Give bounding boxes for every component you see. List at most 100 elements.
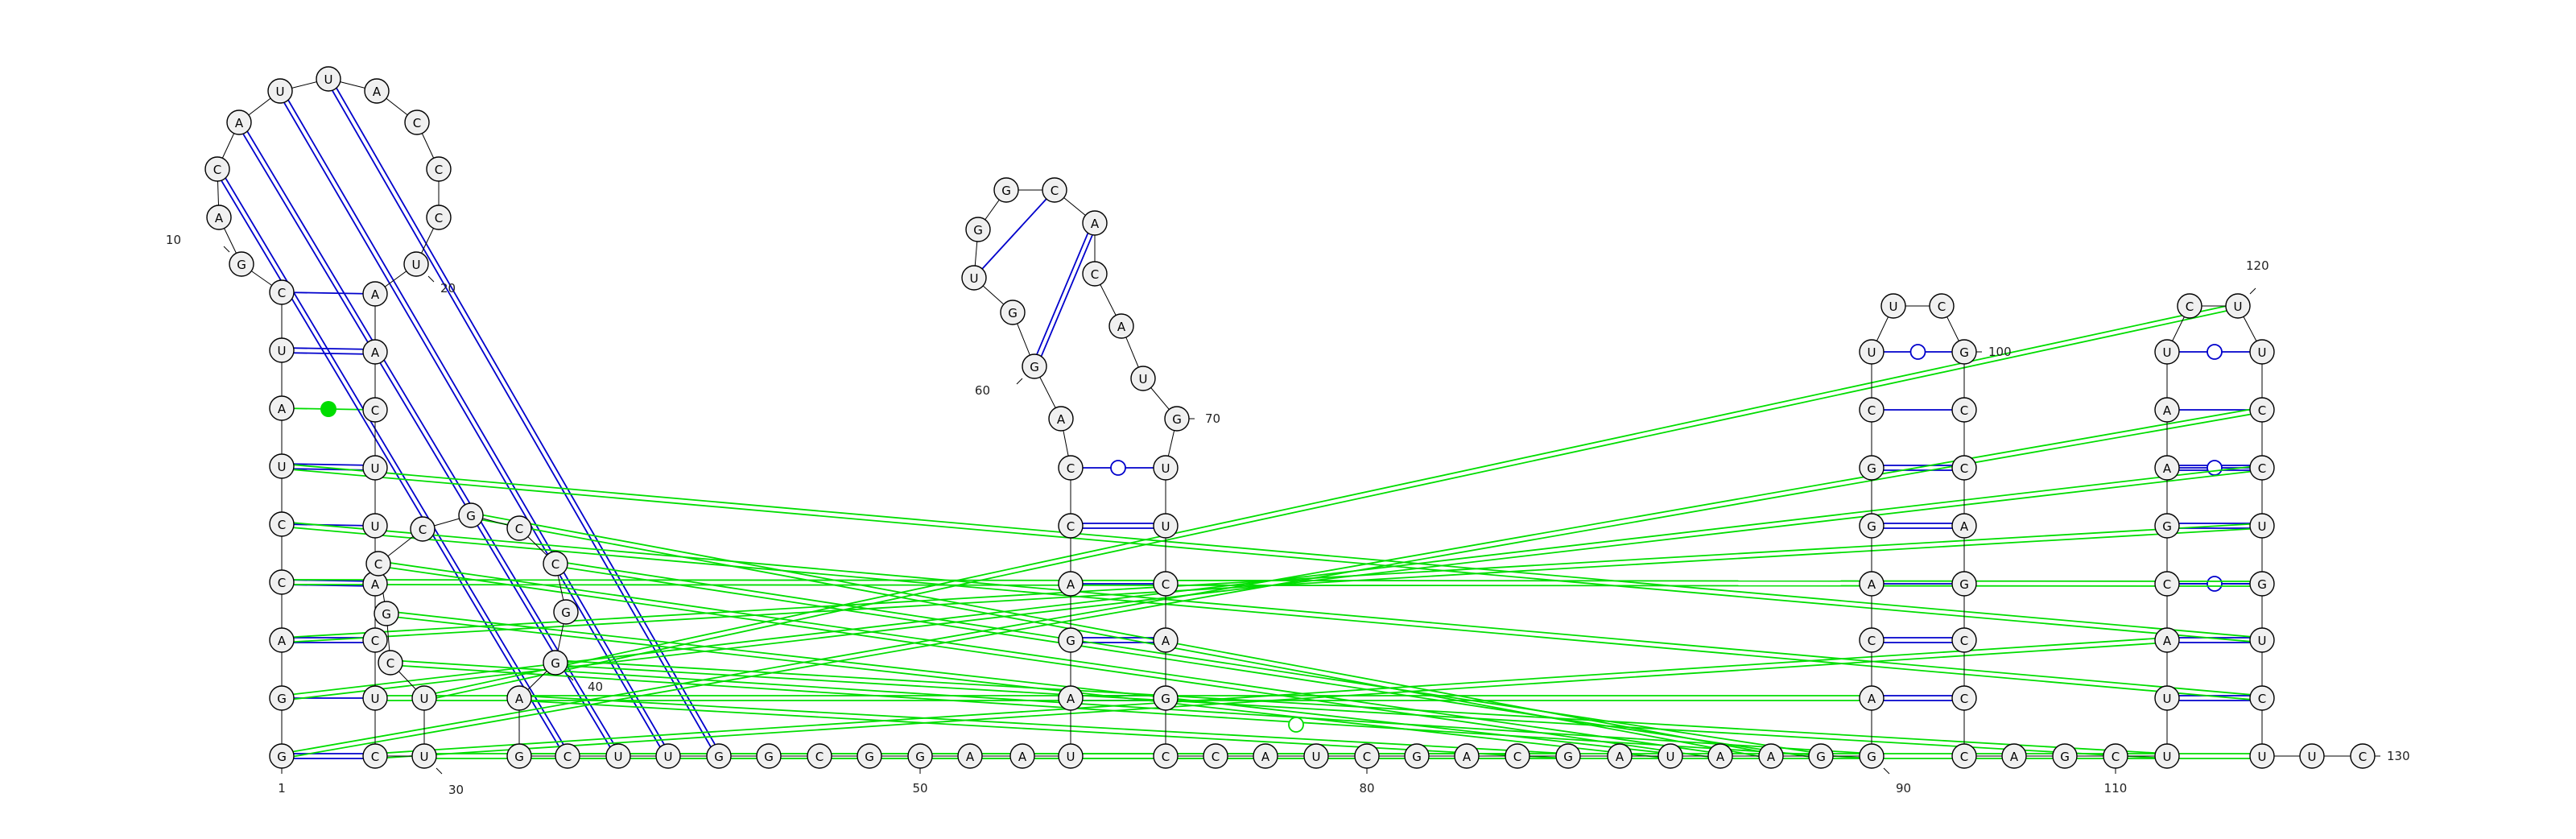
nucleotide-circle — [706, 743, 732, 769]
nucleotide-circle — [1022, 353, 1047, 379]
nucleotide-circle — [2154, 571, 2180, 597]
nucleotide-letter: G — [514, 750, 524, 764]
nucleotide-letter: G — [1959, 577, 1969, 592]
nucleotide-12: C — [204, 156, 230, 182]
nucleotide-99: C — [1929, 293, 1955, 319]
nucleotide-59: A — [1048, 406, 1074, 432]
nucleotide-letter: U — [2163, 750, 2172, 764]
nucleotide-1: G — [269, 743, 295, 769]
nucleotide-letter: G — [277, 750, 287, 764]
nucleotide-circle — [362, 281, 388, 307]
nucleotide-69: U — [1130, 366, 1156, 391]
nucleotide-circle — [1555, 743, 1581, 769]
position-label-120: 120 — [2246, 258, 2269, 295]
nucleotide-letter: C — [1960, 403, 1968, 418]
nucleotide-24: U — [362, 455, 388, 481]
position-tick — [1883, 767, 1890, 775]
nucleotide-letter: U — [2258, 750, 2267, 764]
nucleotide-letter: A — [278, 634, 287, 648]
nucleotide-103: A — [1951, 513, 1977, 539]
nucleotide-letter: G — [1816, 750, 1826, 764]
nucleotide-letter: U — [1162, 461, 1170, 476]
base-pair-line — [518, 700, 1568, 759]
nucleotide-letter: C — [2258, 692, 2266, 706]
nucleotide-circle — [362, 513, 388, 539]
nucleotide-23: C — [362, 397, 388, 423]
nucleotide-circle — [426, 156, 452, 182]
nucleotide-letter: U — [420, 750, 429, 764]
nucleotide-94: G — [1859, 513, 1885, 539]
nucleotide-letter: C — [1960, 750, 1968, 764]
nucleotide-letter: G — [764, 750, 774, 764]
nucleotide-113: A — [2154, 627, 2180, 653]
position-number: 60 — [975, 383, 990, 398]
nucleotide-circle — [2154, 743, 2180, 769]
base-pair-line — [281, 523, 376, 527]
nucleotide-circle — [1859, 743, 1885, 769]
base-pair-line — [390, 664, 1872, 759]
nucleotide-46: G — [706, 743, 732, 769]
nucleotide-78: A — [1253, 743, 1278, 769]
nucleotide-letter: A — [1261, 750, 1270, 764]
nucleotide-75: G — [1153, 685, 1179, 711]
nucleotide-62: U — [961, 265, 987, 291]
nucleotide-circle — [362, 685, 388, 711]
position-number: 20 — [440, 281, 456, 296]
nucleotide-letter: C — [515, 522, 523, 536]
nucleotide-circle — [2249, 513, 2275, 539]
backbone-layer — [217, 78, 2363, 757]
base-pair-line — [1035, 223, 1098, 368]
nucleotide-85: A — [1607, 743, 1633, 769]
nucleotide-68: A — [1108, 313, 1134, 339]
nucleotide-letter: A — [1091, 217, 1100, 231]
nucleotide-circle — [2249, 339, 2275, 365]
nucleotide-circle — [267, 78, 293, 104]
nucleotide-letter: U — [2163, 345, 2172, 360]
nucleotide-letter: A — [1057, 412, 1066, 427]
base-pair-line — [282, 463, 376, 466]
nucleotide-36: G — [458, 502, 484, 528]
nucleotide-letter: G — [2162, 519, 2172, 534]
base-pair-line — [555, 664, 2167, 759]
nucleotide-letter: A — [371, 577, 380, 592]
nucleotide-letter: A — [1960, 519, 1969, 534]
nucleotide-letter: G — [561, 605, 571, 620]
nucleotide-letter: C — [386, 656, 394, 671]
nucleotide-letter: U — [2258, 345, 2267, 360]
nucleotide-letter: C — [1868, 403, 1876, 418]
base-pair-line — [329, 77, 722, 755]
nucleotide-letter: C — [1960, 461, 1968, 476]
nucleotide-45: U — [655, 743, 681, 769]
nucleotide-87: A — [1707, 743, 1733, 769]
position-tick — [567, 674, 574, 681]
base-pair-line — [282, 463, 2263, 639]
nucleotide-19: C — [426, 205, 452, 230]
nucleotide-letter: A — [2163, 461, 2172, 476]
nucleotide-letter: C — [278, 286, 286, 300]
nucleotide-22: A — [362, 339, 388, 365]
nucleotide-circle — [506, 515, 532, 541]
nucleotide-circle — [204, 156, 230, 182]
position-number: 130 — [2387, 749, 2410, 763]
nucleotide-circle — [458, 502, 484, 528]
nucleotide-letter: C — [435, 163, 443, 177]
nucleotide-circle — [2154, 685, 2180, 711]
nucleotide-51: A — [957, 743, 983, 769]
nucleotide-letter: U — [2234, 300, 2243, 314]
nucleotide-letter: A — [515, 692, 524, 706]
nucleotide-3: A — [269, 627, 295, 653]
position-label-60: 60 — [975, 378, 1023, 398]
nucleotide-66: A — [1082, 210, 1108, 236]
nucleotide-82: A — [1454, 743, 1480, 769]
nucleotide-circle — [993, 177, 1019, 203]
nucleotide-91: A — [1859, 685, 1885, 711]
nucleotide-letter: C — [1162, 577, 1170, 592]
nucleotide-letter: C — [1091, 267, 1099, 282]
nucleotide-25: U — [362, 513, 388, 539]
nucleotide-63: G — [965, 217, 991, 242]
nucleotide-circle — [2154, 627, 2180, 653]
gu-pair-marker — [2207, 344, 2223, 360]
nucleotide-circle — [2249, 743, 2275, 769]
nucleotide-123: C — [2249, 455, 2275, 481]
nucleotide-circle — [506, 685, 532, 711]
